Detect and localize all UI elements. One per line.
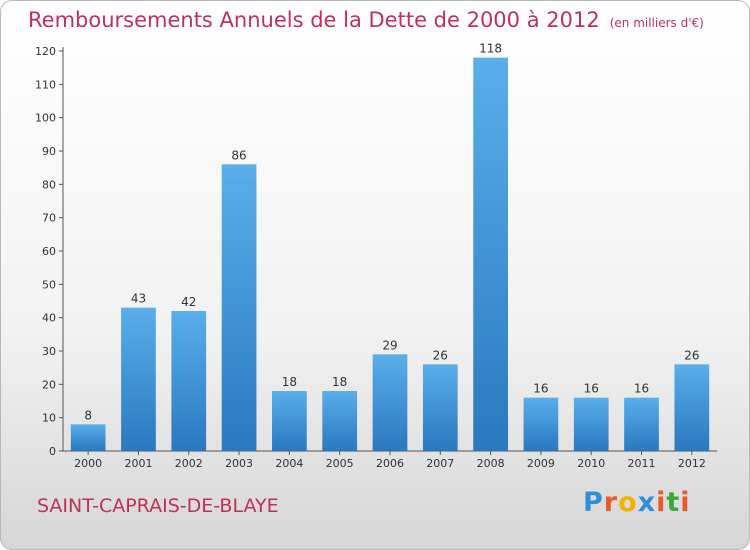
- bar: [221, 164, 257, 452]
- bar: [272, 391, 307, 451]
- x-tick-label: 2009: [527, 457, 555, 470]
- y-tick-label: 30: [42, 345, 56, 358]
- logo-letter: t: [666, 487, 681, 518]
- logo-letter: x: [637, 487, 657, 518]
- x-tick-label: 2012: [678, 457, 706, 470]
- bar: [372, 354, 408, 451]
- x-tick-label: 2008: [477, 457, 505, 470]
- bar-value-label: 18: [282, 375, 297, 389]
- logo-letter: i: [680, 487, 691, 518]
- y-tick-label: 80: [42, 178, 56, 191]
- chart-title: Remboursements Annuels de la Dette de 20…: [28, 8, 704, 32]
- x-tick-label: 2005: [326, 457, 354, 470]
- y-tick-label: 20: [42, 378, 56, 391]
- bar-value-label: 16: [584, 382, 599, 396]
- bar-value-label: 8: [84, 408, 92, 422]
- bar-value-label: 42: [181, 295, 196, 309]
- logo-letter: i: [656, 487, 667, 518]
- x-tick-label: 2004: [275, 457, 303, 470]
- bar: [322, 391, 358, 451]
- bar: [573, 397, 609, 451]
- x-tick-label: 2001: [124, 457, 152, 470]
- bar-value-label: 26: [433, 348, 448, 362]
- x-tick-label: 2007: [426, 457, 454, 470]
- x-tick-label: 2010: [577, 457, 605, 470]
- bar: [70, 424, 106, 451]
- x-tick-label: 2000: [74, 457, 102, 470]
- y-tick-label: 60: [42, 245, 56, 258]
- y-tick-label: 90: [42, 145, 56, 158]
- unit-note: (en milliers d'€): [609, 16, 704, 30]
- logo-letter: P: [583, 487, 604, 518]
- logo-letter: r: [603, 487, 619, 518]
- bar-value-label: 118: [479, 42, 502, 56]
- y-tick-label: 0: [49, 445, 56, 458]
- bar-value-label: 86: [231, 148, 246, 162]
- chart-title-text: Remboursements Annuels de la Dette de 20…: [28, 8, 600, 32]
- bar: [523, 397, 559, 451]
- bar-value-label: 43: [131, 292, 146, 306]
- chart-bars: [70, 57, 710, 452]
- bar-value-label: 18: [332, 375, 347, 389]
- y-tick-label: 110: [35, 78, 56, 91]
- y-tick-label: 10: [42, 412, 56, 425]
- x-tick-label: 2006: [376, 457, 404, 470]
- x-tick-label: 2002: [175, 457, 203, 470]
- y-tick-label: 50: [42, 278, 56, 291]
- commune-name: SAINT-CAPRAIS-DE-BLAYE: [37, 495, 279, 517]
- x-tick-label: 2003: [225, 457, 253, 470]
- bar-value-label: 26: [684, 348, 699, 362]
- bar: [422, 364, 458, 451]
- bar: [674, 364, 710, 451]
- y-tick-label: 40: [42, 312, 56, 325]
- y-tick-label: 70: [42, 212, 56, 225]
- bar: [473, 57, 508, 452]
- y-tick-label: 120: [35, 45, 56, 58]
- x-tick-label: 2011: [628, 457, 656, 470]
- bar-value-label: 29: [382, 338, 397, 352]
- bar: [624, 397, 659, 451]
- bar: [171, 311, 207, 451]
- bar: [121, 307, 156, 451]
- proxiti-logo: Proxiti: [583, 487, 691, 518]
- bar-value-label: 16: [634, 382, 649, 396]
- y-tick-label: 100: [35, 112, 56, 125]
- bar-value-label: 16: [533, 382, 548, 396]
- chart-labels: 2000 8 2001 43 2002 42 2003 86 2004 18 2005 18 2006 2…: [74, 42, 706, 470]
- logo-letter: o: [618, 487, 638, 518]
